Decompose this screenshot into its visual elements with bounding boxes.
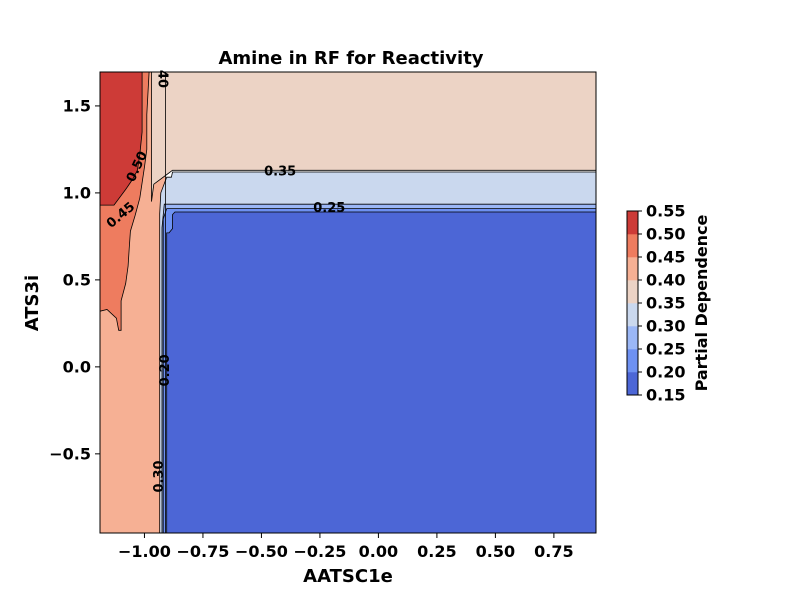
colorbar-band [627,280,638,304]
colorbar-band [627,349,638,373]
contour-label-0: 0.35 [264,165,296,180]
colorbar-tick-label: 0.15 [646,386,685,405]
colorbar-band [627,303,638,327]
x-tick-label: −0.75 [176,542,229,561]
contour-line-1 [151,72,596,202]
x-axis-label: AATSC1e [303,566,393,587]
contour-label-6: 40 [155,70,170,88]
x-tick-label: −0.50 [235,542,288,561]
contour-line-6 [100,72,150,331]
contour-label-3: 0.30 [152,460,167,492]
contour-line-7 [100,72,143,206]
colorbar: 0.15 0.20 0.25 0.30 0.35 0.40 0.45 0.50 0.55 [626,202,685,405]
colorbar-tick-label: 0.30 [646,317,685,336]
chart-title: Amine in RF for Reactivity [218,48,483,69]
colorbar-band [627,211,638,235]
y-tick-label: 1.0 [63,183,91,202]
x-tick-label: 0.25 [417,542,456,561]
colorbar-band [627,257,638,281]
colorbar-tick-label: 0.20 [646,363,685,382]
colorbar-tick-label: 0.50 [646,225,685,244]
x-axis: −1.00 −0.75 −0.50 −0.25 0.00 0.25 0.50 0.75 [118,533,574,561]
contour-line-3 [161,203,596,533]
contour-label-1: 0.25 [313,201,345,216]
plot-area [100,72,596,533]
colorbar-tick-label: 0.35 [646,294,685,313]
contour-line-2 [159,171,596,533]
x-tick-label: 0.75 [534,542,573,561]
contour-line-5 [166,211,596,533]
y-axis: −0.5 0.0 0.5 1.0 1.5 [49,96,100,463]
colorbar-band [627,372,638,396]
colorbar-label: Partial Dependence [692,214,711,391]
contour-region-7 [100,72,143,206]
colorbar-tick-label: 0.55 [646,202,685,221]
colorbar-band [627,326,638,350]
y-tick-label: 0.0 [63,357,91,376]
x-tick-label: −0.25 [293,542,346,561]
contour-label-2: 0.20 [158,354,173,386]
y-tick-label: −0.5 [49,444,91,463]
contour-line-4 [162,208,596,533]
contour-lines [100,72,596,533]
x-tick-label: 0.00 [359,542,398,561]
colorbar-tick-label: 0.40 [646,271,685,290]
contour-region-1 [151,72,596,202]
contour-region-5 [166,212,596,533]
colorbar-tick-label: 0.45 [646,248,685,267]
y-axis-label: ATS3i [22,275,43,331]
x-tick-label: 0.50 [476,542,515,561]
y-tick-label: 0.5 [63,270,91,289]
plot-frame [99,71,597,534]
x-tick-label: −1.00 [118,542,171,561]
y-tick-label: 1.5 [63,96,91,115]
colorbar-tick-label: 0.25 [646,340,685,359]
colorbar-band [627,234,638,258]
